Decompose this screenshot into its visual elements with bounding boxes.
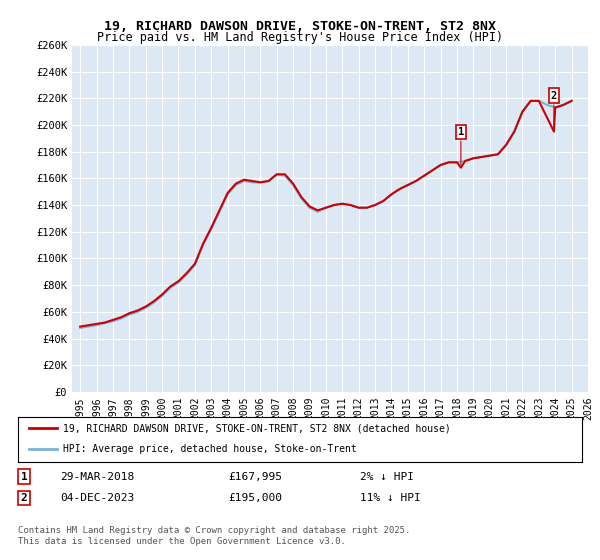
Text: 2: 2 [20, 493, 28, 503]
Text: Contains HM Land Registry data © Crown copyright and database right 2025.
This d: Contains HM Land Registry data © Crown c… [18, 526, 410, 546]
Text: Price paid vs. HM Land Registry's House Price Index (HPI): Price paid vs. HM Land Registry's House … [97, 31, 503, 44]
Text: 19, RICHARD DAWSON DRIVE, STOKE-ON-TRENT, ST2 8NX: 19, RICHARD DAWSON DRIVE, STOKE-ON-TRENT… [104, 20, 496, 32]
Text: 2% ↓ HPI: 2% ↓ HPI [360, 472, 414, 482]
Text: 1: 1 [458, 127, 464, 137]
Text: £167,995: £167,995 [228, 472, 282, 482]
Text: 19, RICHARD DAWSON DRIVE, STOKE-ON-TRENT, ST2 8NX (detached house): 19, RICHARD DAWSON DRIVE, STOKE-ON-TRENT… [63, 423, 451, 433]
Text: £195,000: £195,000 [228, 493, 282, 503]
Text: 1: 1 [20, 472, 28, 482]
Text: 2: 2 [551, 91, 557, 101]
Text: 11% ↓ HPI: 11% ↓ HPI [360, 493, 421, 503]
Text: 29-MAR-2018: 29-MAR-2018 [60, 472, 134, 482]
Text: HPI: Average price, detached house, Stoke-on-Trent: HPI: Average price, detached house, Stok… [63, 445, 357, 455]
Text: 04-DEC-2023: 04-DEC-2023 [60, 493, 134, 503]
